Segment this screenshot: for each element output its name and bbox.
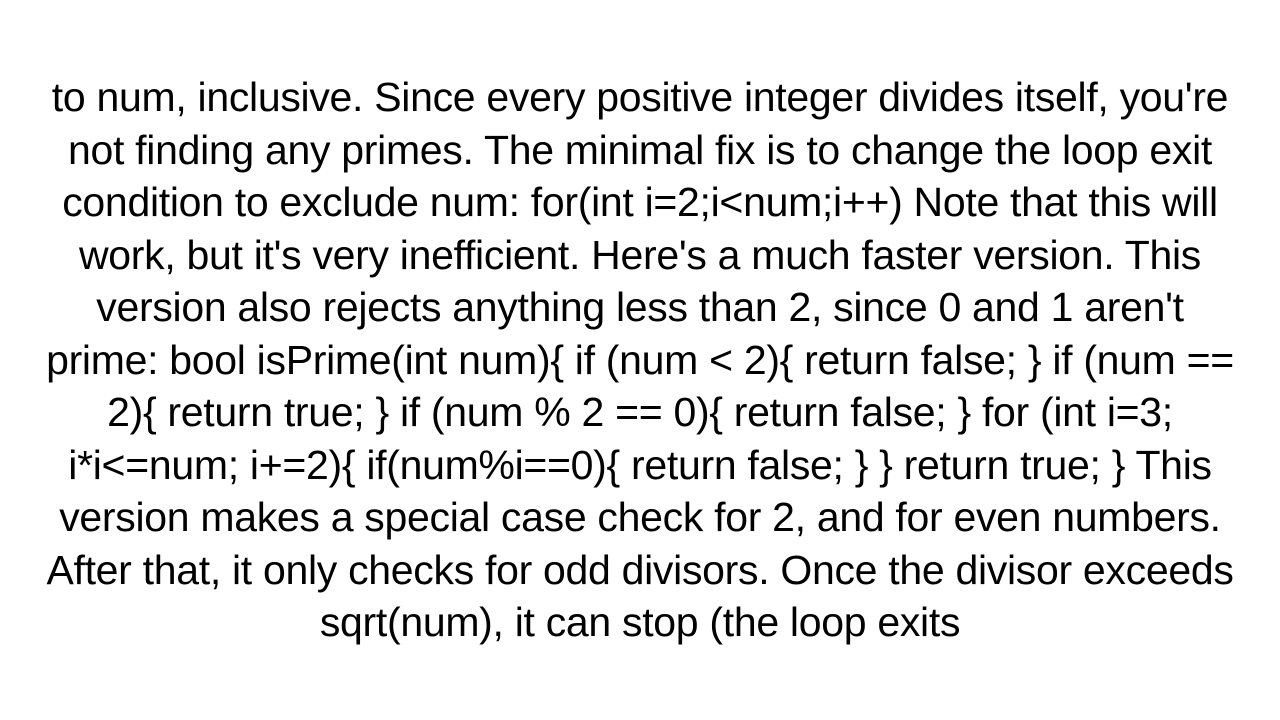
- document-text: to num, inclusive. Since every positive …: [40, 71, 1240, 648]
